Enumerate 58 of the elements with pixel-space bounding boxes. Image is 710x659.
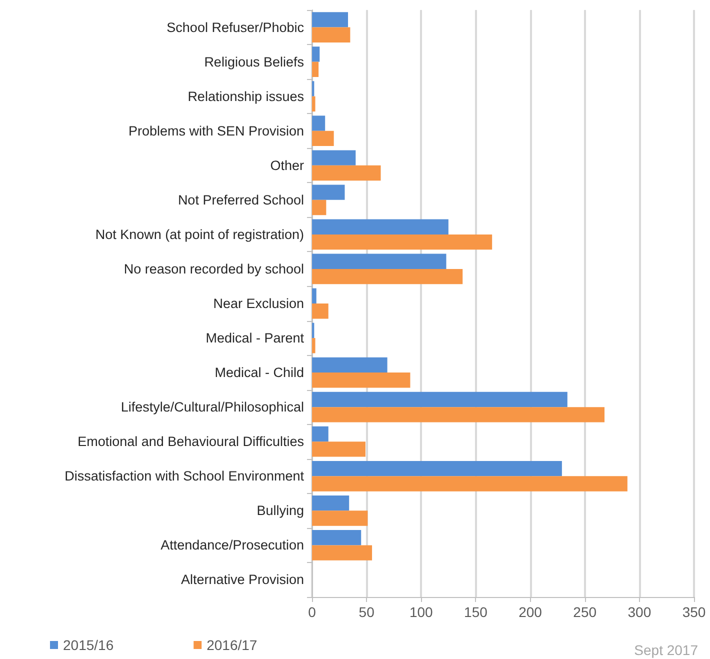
y-tick-label: Relationship issues bbox=[188, 88, 304, 104]
bar bbox=[312, 338, 316, 354]
y-tick-label: No reason recorded by school bbox=[124, 261, 304, 276]
bar bbox=[312, 62, 319, 77]
x-tick-label: 200 bbox=[518, 604, 542, 620]
y-tick-label: Alternative Provision bbox=[180, 572, 304, 588]
bar bbox=[312, 288, 316, 304]
bar bbox=[312, 184, 345, 200]
bar bbox=[312, 165, 381, 181]
y-tick-label: Dissatisfaction with School Environment bbox=[64, 468, 304, 484]
text: Sept 2017 bbox=[634, 642, 698, 658]
bar bbox=[312, 27, 350, 42]
y-tick-label: Near Exclusion bbox=[213, 296, 304, 311]
bar bbox=[312, 234, 492, 250]
y-tick-label: Medical - Parent bbox=[206, 330, 304, 346]
y-tick-label: Emotional and Behavioural Difficulties bbox=[78, 434, 304, 450]
x-tick-label: 300 bbox=[628, 604, 652, 620]
x-tick-label: 350 bbox=[682, 604, 706, 620]
bar bbox=[312, 392, 568, 408]
bar bbox=[312, 372, 410, 388]
y-tick-label: School Refuser/Phobic bbox=[166, 20, 304, 35]
y-tick-label: Not Known (at point of registration) bbox=[95, 226, 304, 242]
y-tick-label: Not Preferred School bbox=[178, 192, 304, 208]
legend-label: 2016/17 bbox=[206, 637, 258, 653]
x-tick-label: 250 bbox=[573, 604, 597, 620]
bar bbox=[312, 426, 328, 442]
bar bbox=[312, 495, 350, 511]
bar bbox=[312, 510, 368, 526]
y-tick-label: Bullying bbox=[256, 503, 304, 518]
bar bbox=[312, 200, 326, 216]
x-tick-label: 150 bbox=[464, 604, 488, 620]
y-tick-label: Other bbox=[270, 158, 304, 173]
bar bbox=[312, 150, 356, 166]
bar bbox=[312, 442, 366, 457]
bar bbox=[312, 96, 316, 112]
bar bbox=[312, 407, 605, 422]
y-tick-label: Lifestyle/Cultural/Philosophical bbox=[120, 400, 304, 415]
legend-label: 2015/16 bbox=[63, 637, 114, 653]
x-tick-label: 0 bbox=[308, 604, 316, 620]
y-tick-label: Problems with SEN Provision bbox=[128, 123, 304, 138]
x-tick-label: 50 bbox=[358, 604, 375, 620]
y-tick-label: Medical - Child bbox=[214, 365, 304, 380]
bar bbox=[312, 130, 334, 146]
bar bbox=[312, 545, 372, 560]
bar bbox=[312, 116, 326, 131]
bar bbox=[312, 476, 628, 492]
bar bbox=[312, 530, 362, 546]
x-tick-label: 100 bbox=[409, 604, 434, 620]
bar bbox=[312, 12, 348, 28]
bar bbox=[312, 357, 388, 373]
bar bbox=[312, 268, 463, 284]
bar bbox=[312, 254, 446, 269]
bar bbox=[312, 219, 448, 234]
bar bbox=[312, 46, 320, 62]
y-tick-label: Attendance/Prosecution bbox=[160, 538, 304, 553]
y-tick-label: Religious Beliefs bbox=[204, 54, 304, 70]
bar bbox=[312, 460, 562, 476]
bar bbox=[312, 304, 328, 319]
